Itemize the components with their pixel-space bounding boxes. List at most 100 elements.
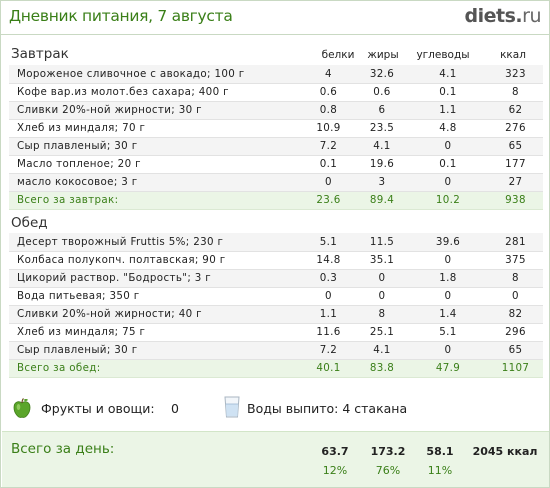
fat-value: 32.6 — [356, 65, 408, 84]
carbs-value: 1.1 — [408, 101, 488, 120]
food-name: Сливки 20%-ной жирности; 30 г — [9, 101, 301, 120]
breakfast-table: Мороженое сливочное с авокадо; 100 г 4 3… — [9, 65, 543, 210]
table-row[interactable]: Вода питьевая; 350 г 0 0 0 0 — [9, 287, 543, 306]
total-label: Всего за обед: — [9, 359, 301, 378]
table-row[interactable]: Сыр плавленый; 30 г 7.2 4.1 0 65 — [9, 341, 543, 360]
water-label: Воды выпито: 4 стакана — [247, 401, 408, 416]
food-name: Вода питьевая; 350 г — [9, 287, 301, 306]
carbs-value: 0 — [408, 137, 488, 156]
fat-value: 4.1 — [356, 137, 408, 156]
lunch-title: Обед — [11, 215, 48, 231]
fat-value: 6 — [356, 101, 408, 120]
table-row[interactable]: Хлеб из миндаля; 70 г 10.9 23.5 4.8 276 — [9, 119, 543, 138]
kcal-value: 62 — [488, 101, 543, 120]
logo-name: diets — [464, 5, 516, 27]
fat-value: 0 — [356, 287, 408, 306]
column-header-carbs: углеводы — [416, 49, 470, 61]
protein-value: 0 — [301, 173, 356, 192]
carbs-value: 4.1 — [408, 65, 488, 84]
table-row[interactable]: Сыр плавленый; 30 г 7.2 4.1 0 65 — [9, 137, 543, 156]
food-name: Десерт творожный Fruttis 5%; 230 г — [9, 233, 301, 252]
kcal-value: 375 — [488, 251, 543, 270]
breakfast-title: Завтрак — [11, 46, 69, 62]
water-glass-icon — [224, 396, 240, 418]
protein-value: 1.1 — [301, 305, 356, 324]
table-row[interactable]: Десерт творожный Fruttis 5%; 230 г 5.1 1… — [9, 233, 543, 252]
carbs-value: 0 — [408, 287, 488, 306]
column-header-kcal: ккал — [500, 49, 526, 61]
food-name: Хлеб из миндаля; 75 г — [9, 323, 301, 342]
total-kcal: 938 — [488, 191, 543, 210]
day-total-box: Всего за день: 63.7 173.2 58.1 2045 ккал… — [2, 431, 549, 487]
table-row[interactable]: Хлеб из миндаля; 75 г 11.6 25.1 5.1 296 — [9, 323, 543, 342]
table-row[interactable]: Сливки 20%-ной жирности; 40 г 1.1 8 1.4 … — [9, 305, 543, 324]
protein-value: 0.1 — [301, 155, 356, 174]
kcal-value: 296 — [488, 323, 543, 342]
carbs-value: 0.1 — [408, 83, 488, 102]
diets-logo[interactable]: diets.ru — [464, 5, 542, 27]
kcal-value: 82 — [488, 305, 543, 324]
table-row[interactable]: Сливки 20%-ной жирности; 30 г 0.8 6 1.1 … — [9, 101, 543, 120]
table-row[interactable]: Мороженое сливочное с авокадо; 100 г 4 3… — [9, 65, 543, 84]
food-name: Хлеб из миндаля; 70 г — [9, 119, 301, 138]
protein-value: 0.8 — [301, 101, 356, 120]
kcal-value: 65 — [488, 341, 543, 360]
kcal-value: 0 — [488, 287, 543, 306]
fat-value: 4.1 — [356, 341, 408, 360]
fruits-label: Фрукты и овощи: — [41, 401, 155, 416]
carbs-value: 0 — [408, 251, 488, 270]
fruits-value: 0 — [171, 401, 179, 416]
carbs-value: 4.8 — [408, 119, 488, 138]
fat-value: 25.1 — [356, 323, 408, 342]
total-carbs: 10.2 — [408, 191, 488, 210]
header-divider — [1, 34, 549, 35]
day-fat-percent: 76% — [375, 464, 401, 477]
food-name: Цикорий раствор. "Бодрость"; 3 г — [9, 269, 301, 288]
total-protein: 23.6 — [301, 191, 356, 210]
breakfast-total-row: Всего за завтрак: 23.6 89.4 10.2 938 — [9, 191, 543, 210]
carbs-value: 1.8 — [408, 269, 488, 288]
green-apple-icon — [13, 398, 31, 418]
total-kcal: 1107 — [488, 359, 543, 378]
fat-value: 23.5 — [356, 119, 408, 138]
carbs-value: 1.4 — [408, 305, 488, 324]
protein-value: 4 — [301, 65, 356, 84]
logo-tld: ru — [522, 5, 541, 27]
column-header-fat: жиры — [367, 49, 399, 61]
fat-value: 8 — [356, 305, 408, 324]
lunch-table: Десерт творожный Fruttis 5%; 230 г 5.1 1… — [9, 233, 543, 378]
protein-value: 0 — [301, 287, 356, 306]
food-name: Кофе вар.из молот.без сахара; 400 г — [9, 83, 301, 102]
column-header-protein: белки — [321, 49, 355, 61]
food-name: Мороженое сливочное с авокадо; 100 г — [9, 65, 301, 84]
food-name: Масло топленое; 20 г — [9, 155, 301, 174]
table-row[interactable]: Цикорий раствор. "Бодрость"; 3 г 0.3 0 1… — [9, 269, 543, 288]
kcal-value: 276 — [488, 119, 543, 138]
kcal-value: 323 — [488, 65, 543, 84]
protein-value: 0.6 — [301, 83, 356, 102]
table-row[interactable]: масло кокосовое; 3 г 0 3 0 27 — [9, 173, 543, 192]
kcal-value: 8 — [488, 83, 543, 102]
day-carbs: 58.1 — [426, 445, 454, 458]
fat-value: 19.6 — [356, 155, 408, 174]
protein-value: 7.2 — [301, 341, 356, 360]
carbs-value: 0.1 — [408, 155, 488, 174]
table-row[interactable]: Кофе вар.из молот.без сахара; 400 г 0.6 … — [9, 83, 543, 102]
kcal-value: 281 — [488, 233, 543, 252]
protein-value: 11.6 — [301, 323, 356, 342]
lunch-total-row: Всего за обед: 40.1 83.8 47.9 1107 — [9, 359, 543, 378]
kcal-value: 65 — [488, 137, 543, 156]
page-title: Дневник питания, 7 августа — [9, 7, 233, 25]
table-row[interactable]: Колбаса полукопч. полтавская; 90 г 14.8 … — [9, 251, 543, 270]
day-protein-percent: 12% — [322, 464, 348, 477]
food-name: масло кокосовое; 3 г — [9, 173, 301, 192]
protein-value: 5.1 — [301, 233, 356, 252]
table-row[interactable]: Масло топленое; 20 г 0.1 19.6 0.1 177 — [9, 155, 543, 174]
extras-row: Фрукты и овощи: 0 Воды выпито: 4 стакана — [1, 394, 549, 422]
carbs-value: 5.1 — [408, 323, 488, 342]
total-label: Всего за завтрак: — [9, 191, 301, 210]
carbs-value: 0 — [408, 341, 488, 360]
total-protein: 40.1 — [301, 359, 356, 378]
day-kcal: 2045 ккал — [472, 445, 538, 458]
protein-value: 0.3 — [301, 269, 356, 288]
